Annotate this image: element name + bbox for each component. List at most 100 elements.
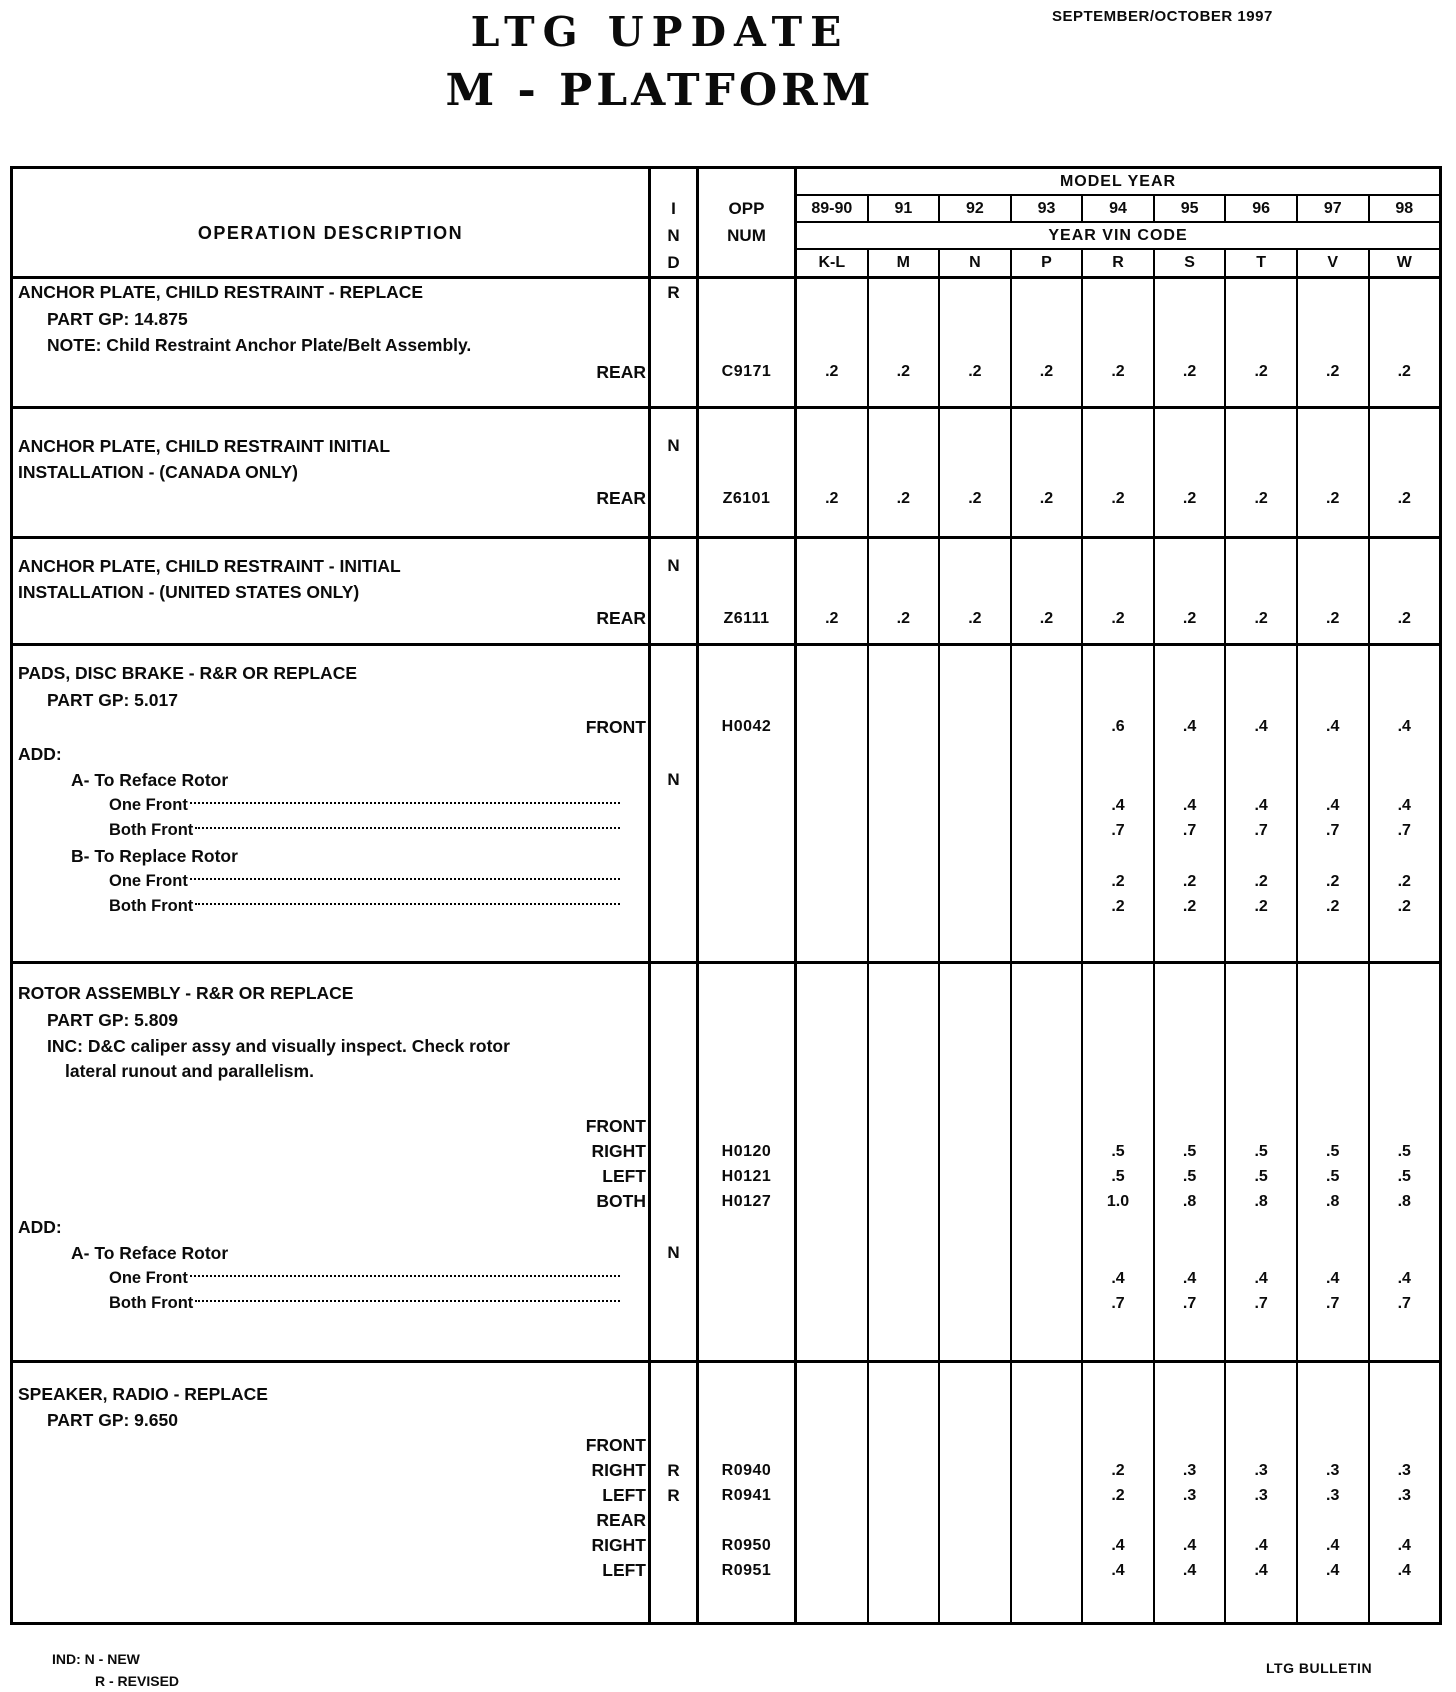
value-cell (1226, 386, 1298, 406)
value-cell (797, 1084, 869, 1114)
year-row: 89-90 91 92 93 94 95 96 97 98 (797, 196, 1439, 223)
operation-desc-cell: LEFT (13, 1483, 651, 1508)
value-cell (1226, 1214, 1298, 1240)
value-cell (1083, 306, 1155, 332)
value-cell (869, 1033, 941, 1059)
operation-desc-cell: ANCHOR PLATE, CHILD RESTRAINT INITIAL (13, 433, 651, 459)
operation-desc-cell: FRONT (13, 1433, 651, 1458)
opp-num-cell (699, 1007, 797, 1033)
value-cell (1083, 632, 1155, 643)
value-cell (1155, 1114, 1227, 1139)
value-cell (797, 1458, 869, 1483)
value-cell (940, 1508, 1012, 1533)
table-line: lateral runout and parallelism. (13, 1059, 1439, 1084)
value-cell (1083, 980, 1155, 1007)
value-cell: .8 (1397, 1192, 1411, 1210)
opp-num-cell: R0951 (699, 1558, 797, 1583)
vin-code-cell: S (1155, 250, 1227, 276)
value-cell: .5 (1298, 1139, 1370, 1164)
value-cell (1226, 512, 1298, 536)
table-line: REAR Z6101.2.2.2.2.2.2.2.2.2 (13, 485, 1439, 512)
opp-num-cell (699, 1363, 797, 1381)
value-cell (1226, 1316, 1298, 1360)
value-cell (797, 1266, 869, 1291)
value-cell (1370, 980, 1440, 1007)
value-cell (940, 1164, 1012, 1189)
value-cell (869, 1433, 941, 1458)
ind-cell (651, 894, 699, 919)
value-cell (940, 1291, 1012, 1316)
value-cell (1155, 1316, 1227, 1360)
table-line: LEFT H0121.5.5.5.5.5 (13, 1164, 1439, 1189)
operation-desc-cell: INSTALLATION - (CANADA ONLY) (13, 459, 651, 485)
value-cell: .7 (1155, 818, 1227, 843)
value-cell (1083, 553, 1155, 579)
value-cell (1083, 539, 1155, 553)
table-line (13, 919, 1439, 961)
value-cell (1012, 894, 1084, 919)
opp-num-cell (699, 767, 797, 793)
value-cell (1226, 1059, 1298, 1084)
ind-cell (651, 919, 699, 961)
value-cell (1298, 1114, 1370, 1139)
value-cell (940, 1214, 1012, 1240)
value-cell: .4 (1298, 713, 1370, 741)
operation-desc-cell: ADD: (13, 741, 651, 767)
value-cell (797, 1033, 869, 1059)
operation-desc-cell: RIGHT (13, 1139, 651, 1164)
value-cell: .2 (1083, 605, 1155, 632)
opp-num-cell (699, 579, 797, 605)
ind-cell (651, 1266, 699, 1291)
value-cell (1298, 767, 1370, 793)
table-line (13, 646, 1439, 660)
value-cell: .2 (1298, 605, 1370, 632)
value-cell (1012, 660, 1084, 687)
value-cell (940, 386, 1012, 406)
value-cell (1012, 1059, 1084, 1084)
table-line: PART GP: 5.809 (13, 1007, 1439, 1033)
ind-cell (651, 1033, 699, 1059)
value-cell (797, 1316, 869, 1360)
value-cell (797, 553, 869, 579)
opp-num-cell (699, 1240, 797, 1266)
value-cell (797, 433, 869, 459)
operation-desc-cell: lateral runout and parallelism. (13, 1059, 651, 1084)
value-cell (940, 632, 1012, 643)
table-line: FRONT (13, 1114, 1439, 1139)
opp-num-cell (699, 1381, 797, 1407)
opp-num-cell (699, 1059, 797, 1084)
value-cell (869, 433, 941, 459)
value-cell (1083, 459, 1155, 485)
value-cell (940, 279, 1012, 306)
value-cell (869, 646, 941, 660)
value-cell (1298, 1381, 1370, 1407)
ind-cell (651, 660, 699, 687)
value-cell (1370, 1214, 1440, 1240)
value-cell (1012, 793, 1084, 818)
value-cell: .7 (1083, 1291, 1155, 1316)
value-cell (1012, 1433, 1084, 1458)
operation-desc-cell: REAR (13, 485, 651, 512)
value-cell: .4 (1226, 1266, 1298, 1291)
value-cell (869, 279, 941, 306)
value-cell: .5 (1083, 1139, 1155, 1164)
value-cell (869, 793, 941, 818)
value-cell (1298, 279, 1370, 306)
value-cell (1012, 433, 1084, 459)
operation-desc-cell (13, 386, 651, 406)
value-cell (1226, 332, 1298, 358)
value-cell (1370, 1316, 1440, 1360)
value-cell (1298, 1407, 1370, 1433)
operation-section: PADS, DISC BRAKE - R&R OR REPLACE PART GP… (13, 646, 1439, 964)
vin-code-cell: N (940, 250, 1012, 276)
value-cell (1083, 433, 1155, 459)
value-cell (1370, 1583, 1440, 1622)
table-line: ANCHOR PLATE, CHILD RESTRAINT - REPLACE R (13, 279, 1439, 306)
value-cell: .2 (1226, 485, 1298, 512)
opp-num-cell (699, 459, 797, 485)
value-cell (1298, 741, 1370, 767)
value-cell (940, 1533, 1012, 1558)
opp-num-cell: R0940 (699, 1458, 797, 1483)
value-cell: .2 (1298, 485, 1370, 512)
ind-cell (651, 646, 699, 660)
